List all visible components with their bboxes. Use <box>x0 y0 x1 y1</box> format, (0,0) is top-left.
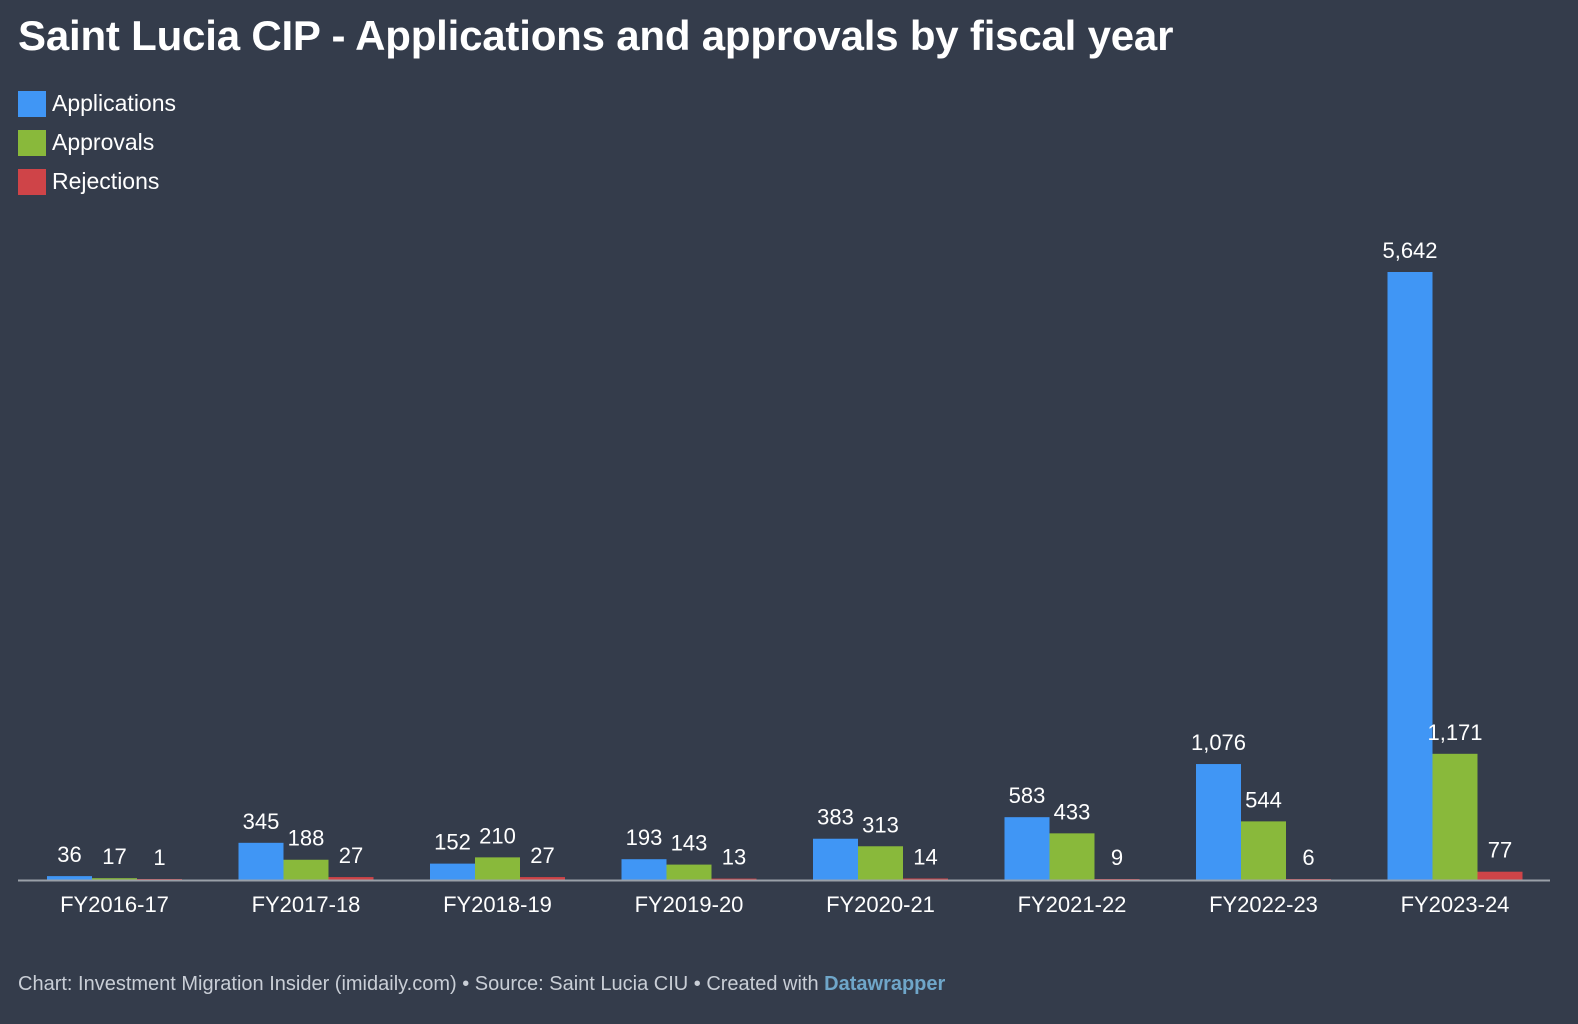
x-tick-label-fy2023-24: FY2023-24 <box>1401 892 1510 917</box>
legend-item-applications: Applications <box>18 84 176 123</box>
data-label-approvals-fy2016-17: 17 <box>102 844 126 869</box>
legend: Applications Approvals Rejections <box>18 84 176 201</box>
data-label-applications-fy2021-22: 583 <box>1009 783 1046 808</box>
bar-applications-fy2018-19[interactable] <box>430 863 475 880</box>
bar-rejections-fy2019-20[interactable] <box>711 878 757 880</box>
bar-rejections-fy2017-18[interactable] <box>328 877 374 880</box>
bar-group-fy2021-22: 583 433 9 <box>1004 783 1140 880</box>
bar-approvals-fy2021-22[interactable] <box>1049 833 1095 880</box>
data-label-applications-fy2018-19: 152 <box>434 830 471 855</box>
legend-label-rejections: Rejections <box>52 168 160 194</box>
data-label-applications-fy2017-18: 345 <box>243 809 280 834</box>
legend-label-applications: Applications <box>52 90 177 116</box>
data-label-rejections-fy2018-19: 27 <box>530 843 554 868</box>
x-tick-label-fy2021-22: FY2021-22 <box>1018 892 1127 917</box>
legend-swatch-applications <box>18 90 46 117</box>
legend-label-approvals: Approvals <box>52 129 155 155</box>
data-label-rejections-fy2016-17: 1 <box>153 845 165 870</box>
legend-item-rejections: Rejections <box>18 162 176 201</box>
bar-group-fy2017-18: 345 188 27 <box>238 809 374 880</box>
bar-approvals-fy2019-20[interactable] <box>666 864 712 880</box>
data-label-approvals-fy2021-22: 433 <box>1054 799 1091 824</box>
bar-group-fy2016-17: 36 17 1 <box>47 842 182 880</box>
x-tick-label-fy2018-19: FY2018-19 <box>443 892 552 917</box>
bar-applications-fy2022-23[interactable] <box>1196 764 1241 880</box>
bar-rejections-fy2018-19[interactable] <box>520 877 565 880</box>
bar-approvals-fy2016-17[interactable] <box>92 878 137 880</box>
x-tick-label-fy2016-17: FY2016-17 <box>60 892 169 917</box>
bar-applications-fy2020-21[interactable] <box>813 838 858 880</box>
data-label-approvals-fy2017-18: 188 <box>288 826 325 851</box>
datawrapper-link[interactable]: Datawrapper <box>824 973 946 995</box>
data-label-rejections-fy2017-18: 27 <box>339 843 363 868</box>
x-tick-label-fy2022-23: FY2022-23 <box>1209 892 1318 917</box>
x-tick-label-fy2019-20: FY2019-20 <box>635 892 744 917</box>
data-label-rejections-fy2023-24: 77 <box>1488 838 1512 863</box>
data-label-approvals-fy2023-24: 1,171 <box>1427 720 1482 745</box>
bar-approvals-fy2022-23[interactable] <box>1241 821 1286 880</box>
data-label-applications-fy2020-21: 383 <box>817 805 854 830</box>
data-label-rejections-fy2022-23: 6 <box>1302 845 1314 870</box>
chart-title: Saint Lucia CIP - Applications and appro… <box>18 12 1174 59</box>
bar-chart: 36 17 1 FY2016-17 345 188 27 FY2017-18 152 210 27 F… <box>18 238 1550 917</box>
data-label-approvals-fy2022-23: 544 <box>1245 787 1282 812</box>
legend-swatch-approvals <box>18 129 46 156</box>
data-label-rejections-fy2021-22: 9 <box>1111 845 1123 870</box>
data-label-applications-fy2023-24: 5,642 <box>1382 238 1437 263</box>
x-tick-label-fy2017-18: FY2017-18 <box>252 892 361 917</box>
bar-approvals-fy2020-21[interactable] <box>858 846 903 880</box>
data-label-applications-fy2016-17: 36 <box>57 842 81 867</box>
bar-group-fy2023-24: 5,642 1,171 77 <box>1382 238 1523 880</box>
data-label-rejections-fy2020-21: 14 <box>913 844 937 869</box>
data-label-approvals-fy2019-20: 143 <box>671 831 708 856</box>
data-label-applications-fy2019-20: 193 <box>626 825 663 850</box>
bar-approvals-fy2017-18[interactable] <box>283 859 329 880</box>
bar-group-fy2020-21: 383 313 14 <box>813 805 948 880</box>
bar-approvals-fy2018-19[interactable] <box>475 857 520 880</box>
bar-rejections-fy2023-24[interactable] <box>1477 871 1523 880</box>
bar-group-fy2019-20: 193 143 13 <box>621 825 757 880</box>
bar-applications-fy2021-22[interactable] <box>1004 817 1050 880</box>
x-tick-label-fy2020-21: FY2020-21 <box>826 892 935 917</box>
bar-group-fy2018-19: 152 210 27 <box>430 823 565 880</box>
bar-approvals-fy2023-24[interactable] <box>1432 753 1478 880</box>
bar-applications-fy2019-20[interactable] <box>621 859 667 880</box>
bar-rejections-fy2020-21[interactable] <box>903 878 948 880</box>
chart-footer: Chart: Investment Migration Insider (imi… <box>18 973 945 996</box>
data-label-applications-fy2022-23: 1,076 <box>1191 730 1246 755</box>
footer-credit: Chart: Investment Migration Insider (imi… <box>18 973 825 995</box>
legend-item-approvals: Approvals <box>18 123 176 162</box>
data-label-approvals-fy2018-19: 210 <box>479 823 516 848</box>
bar-applications-fy2017-18[interactable] <box>238 842 284 880</box>
bar-group-fy2022-23: 1,076 544 6 <box>1191 730 1331 880</box>
data-label-approvals-fy2020-21: 313 <box>862 812 899 837</box>
bar-applications-fy2016-17[interactable] <box>47 876 92 880</box>
bar-applications-fy2023-24[interactable] <box>1387 272 1433 880</box>
legend-swatch-rejections <box>18 168 46 195</box>
data-label-rejections-fy2019-20: 13 <box>722 845 746 870</box>
